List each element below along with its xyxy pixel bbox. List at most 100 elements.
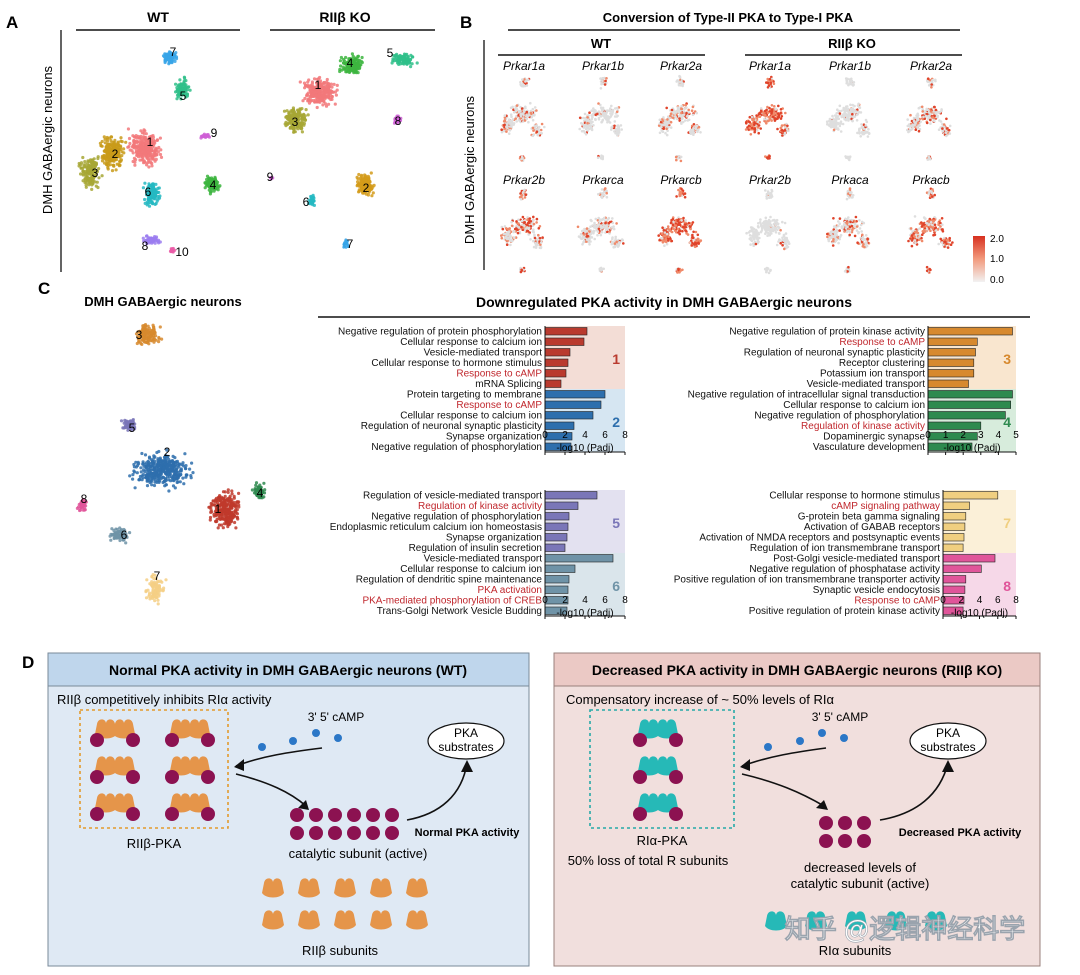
- bar-6-3: [544, 575, 570, 584]
- x-tick-c56-1: 2: [562, 595, 568, 606]
- bar-5-5: [544, 533, 568, 542]
- bar-8-4: [942, 585, 966, 594]
- group-label-4: 4: [1003, 414, 1011, 430]
- bar-3-4: [927, 358, 975, 367]
- umap-wt-cluster-4: [203, 174, 222, 196]
- term-label-1-5: Response to cAMP: [456, 369, 542, 380]
- term-label-6-4: PKA activation: [478, 585, 542, 596]
- feature-plot-ko-prkar2a: [906, 77, 952, 161]
- umap-c-cluster-labels: 1 2 3 4 5 6 7 8: [81, 328, 264, 583]
- term-label-3-6: Vesicle-mediated transport: [807, 379, 926, 390]
- riib-subunits: [262, 878, 428, 930]
- umap-wt-cluster-6: [141, 181, 162, 208]
- wt-camp-dot-4: [334, 734, 342, 742]
- wt-catalytic-3: [328, 808, 342, 822]
- x-tick-c78-2: 4: [977, 595, 983, 606]
- gene-label-ko-6: Prkacb: [912, 173, 950, 187]
- gene-label-wt-3: Prkar2a: [660, 59, 702, 73]
- wt-subunits-label: RIIβ subunits: [302, 943, 379, 958]
- riib-subunit-8: [334, 910, 356, 930]
- term-label-7-4: Activation of GABAB receptors: [804, 522, 940, 533]
- bar-7-1: [942, 491, 999, 500]
- umap-ko-cluster-7: [342, 238, 350, 249]
- x-tick-c56-4: 8: [622, 595, 628, 606]
- wt-pka-substrates-1: PKA: [454, 726, 478, 740]
- group-bg-4: [928, 389, 1016, 452]
- umap-wt-label-3: 3: [92, 166, 99, 180]
- umap-ko-label-6: 6: [303, 195, 310, 209]
- bar-2-5: [544, 432, 573, 441]
- gene-label-wt-1: Prkar1a: [503, 59, 545, 73]
- ria-pka-complex-2: [633, 756, 683, 784]
- riib-subunit-9: [370, 910, 392, 930]
- umap-c-cluster-4: [250, 481, 267, 500]
- x-tick-c78-4: 8: [1013, 595, 1019, 606]
- riib-subunit-3: [334, 878, 356, 898]
- riib-subunit-4: [370, 878, 392, 898]
- umap-c-cluster-8: [75, 497, 88, 513]
- umap-wt: [77, 50, 222, 254]
- group-label-3: 3: [1003, 351, 1011, 367]
- feature-plot-wt-prkar1a: [500, 77, 546, 162]
- bar-5-6: [544, 543, 566, 552]
- bar-1-5: [544, 369, 567, 378]
- bar-chart-c34: 3 Negative regulation of protein kinase a…: [688, 326, 1019, 455]
- x-tick-c34-2: 2: [960, 430, 966, 441]
- ko-camp-dot-4: [840, 734, 848, 742]
- feature-plot-ko-prkaca: [826, 187, 871, 274]
- panel-b-title: Conversion of Type-II PKA to Type-I PKA: [603, 10, 854, 25]
- x-tick-c12-4: 8: [622, 430, 628, 441]
- term-label-8-2: Negative regulation of phosphatase activ…: [749, 564, 940, 575]
- x-tick-c12-1: 2: [562, 430, 568, 441]
- ko-title: RIIβ KO: [319, 9, 370, 25]
- panel-c-title: Downregulated PKA activity in DMH GABAer…: [476, 294, 852, 310]
- gene-label-wt-4: Prkar2b: [503, 173, 545, 187]
- wt-catalytic-5: [366, 808, 380, 822]
- umap-wt-label-4: 4: [210, 178, 217, 192]
- ria-subunit-3: [845, 911, 867, 931]
- ko-catalytic-subunits: [819, 816, 871, 848]
- bar-1-1: [544, 327, 588, 336]
- ko-pka-substrates-1: PKA: [936, 726, 960, 740]
- umap-ko-cluster-6: [307, 193, 316, 207]
- wt-catalytic-4: [347, 808, 361, 822]
- ria-pka-complex-2-r1: [638, 756, 660, 776]
- umap-wt-label-6: 6: [145, 185, 152, 199]
- feature-plot-wt-prkarcb: [657, 186, 703, 274]
- scale-tick-high: 2.0: [990, 234, 1004, 245]
- ko-catalytic-5: [838, 834, 852, 848]
- umap-ko: [269, 52, 419, 249]
- bar-7-4: [942, 522, 966, 531]
- feature-plots: [500, 74, 954, 275]
- riib-pka-complex-4-r2: [188, 756, 210, 776]
- panel-b-letter: B: [460, 13, 472, 32]
- wt-catalytic-1: [290, 808, 304, 822]
- x-tick-c34-1: 1: [943, 430, 949, 441]
- term-label-6-2: Cellular response to calcium ion: [400, 564, 542, 575]
- ria-subunit-4: [885, 911, 907, 931]
- feature-plot-ko-prkar2b: [745, 188, 791, 275]
- term-label-1-3: Vesicle-mediated transport: [424, 348, 543, 359]
- ko-loss-label: 50% loss of total R subunits: [568, 853, 729, 868]
- term-label-5-5: Synapse organization: [446, 533, 542, 544]
- ria-pka-complex-1: [633, 719, 683, 747]
- ria-pka-complex-2-r2: [656, 756, 678, 776]
- term-label-6-6: Trans-Golgi Network Vesicle Budding: [377, 606, 542, 617]
- wt-camp-dots: [258, 729, 342, 751]
- ko-catalytic-6: [857, 834, 871, 848]
- wt-schematic-subtitle: RIIβ competitively inhibits RIα activity: [57, 692, 272, 707]
- umap-c-label-3: 3: [136, 328, 143, 342]
- riib-pka-complex-3-r2: [113, 756, 135, 776]
- bar-7-6: [942, 543, 964, 552]
- term-label-8-4: Synaptic vesicle endocytosis: [813, 585, 940, 596]
- umap-ko-label-8: 8: [395, 114, 402, 128]
- bar-4-4: [927, 421, 982, 430]
- wt-camp-dot-2: [289, 737, 297, 745]
- x-tick-c34-4: 4: [996, 430, 1002, 441]
- bar-1-2: [544, 337, 585, 346]
- group-bg-3: [928, 326, 1016, 389]
- ko-camp-dot-3: [818, 729, 826, 737]
- gene-label-ko-1: Prkar1a: [749, 59, 791, 73]
- panel-c-umap-title: DMH GABAergic neurons: [84, 294, 241, 309]
